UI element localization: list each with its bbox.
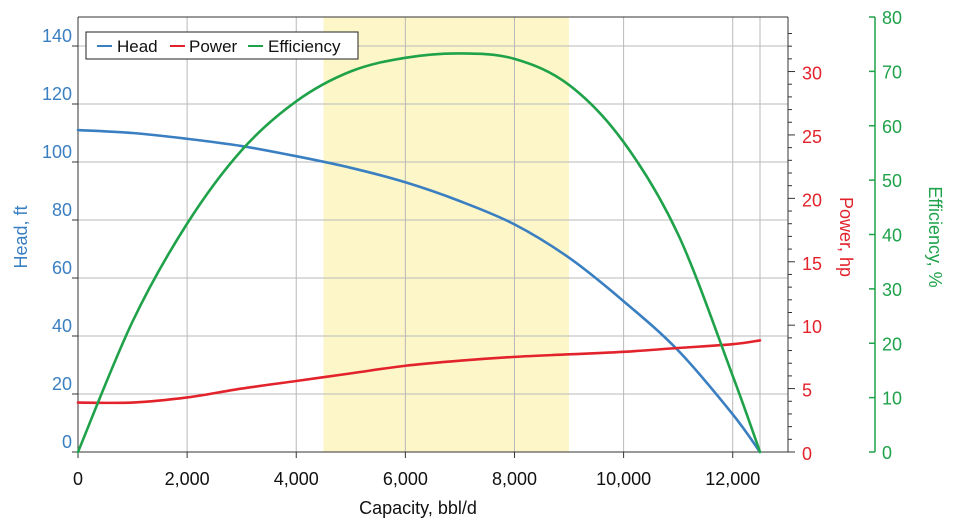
efficiency-tick-label: 20 (882, 334, 902, 354)
left-axis-label: Head, ft (11, 205, 31, 268)
series-line-head (76, 128, 762, 454)
series-layer (76, 52, 762, 454)
power-tick-label: 0 (802, 444, 812, 464)
operating-range-band (323, 17, 570, 452)
power-tick-label: 5 (802, 381, 812, 401)
x-tick-label: 12,000 (705, 469, 760, 489)
grid-layer (78, 17, 788, 452)
legend-efficiency-label: Efficiency (268, 37, 341, 56)
legend-head-label: Head (117, 37, 158, 56)
power-tick-label: 20 (802, 190, 822, 210)
axis-layer: 0 2,000 4,000 6,000 8,000 10,000 12,000 0 20 40 60… (42, 8, 902, 489)
efficiency-tick-label: 0 (882, 443, 892, 463)
highlight-band-layer (323, 17, 570, 452)
efficiency-axis-label: Efficiency, % (925, 186, 945, 287)
x-tick-label: 6,000 (383, 469, 428, 489)
x-tick-label: 8,000 (492, 469, 537, 489)
x-tick-label: 10,000 (596, 469, 651, 489)
left-tick-label: 120 (42, 84, 72, 104)
power-tick-label: 15 (802, 254, 822, 274)
legend-power-label: Power (189, 37, 238, 56)
efficiency-tick-label: 10 (882, 389, 902, 409)
efficiency-tick-label: 50 (882, 171, 902, 191)
series-line-efficiency (76, 52, 762, 454)
power-tick-label: 25 (802, 127, 822, 147)
left-tick-label: 20 (52, 374, 72, 394)
left-tick-label: 40 (52, 316, 72, 336)
left-tick-label: 100 (42, 142, 72, 162)
left-tick-label: 80 (52, 200, 72, 220)
x-tick-label: 0 (73, 469, 83, 489)
left-tick-label: 0 (62, 432, 72, 452)
left-tick-label: 140 (42, 26, 72, 46)
efficiency-tick-label: 40 (882, 226, 902, 246)
efficiency-tick-label: 30 (882, 280, 902, 300)
x-tick-label: 2,000 (165, 469, 210, 489)
x-tick-label: 4,000 (274, 469, 319, 489)
legend-box (85, 31, 359, 60)
power-axis-label: Power, hp (836, 197, 856, 277)
power-tick-label: 10 (802, 317, 822, 337)
series-line-power (76, 339, 762, 405)
efficiency-tick-label: 70 (882, 62, 902, 82)
x-axis-label: Capacity, bbl/d (359, 498, 477, 518)
efficiency-tick-label: 60 (882, 117, 902, 137)
left-tick-label: 60 (52, 258, 72, 278)
power-tick-label: 30 (802, 64, 822, 84)
efficiency-tick-label: 80 (882, 8, 902, 28)
legend: Head Power Efficiency (85, 31, 359, 60)
